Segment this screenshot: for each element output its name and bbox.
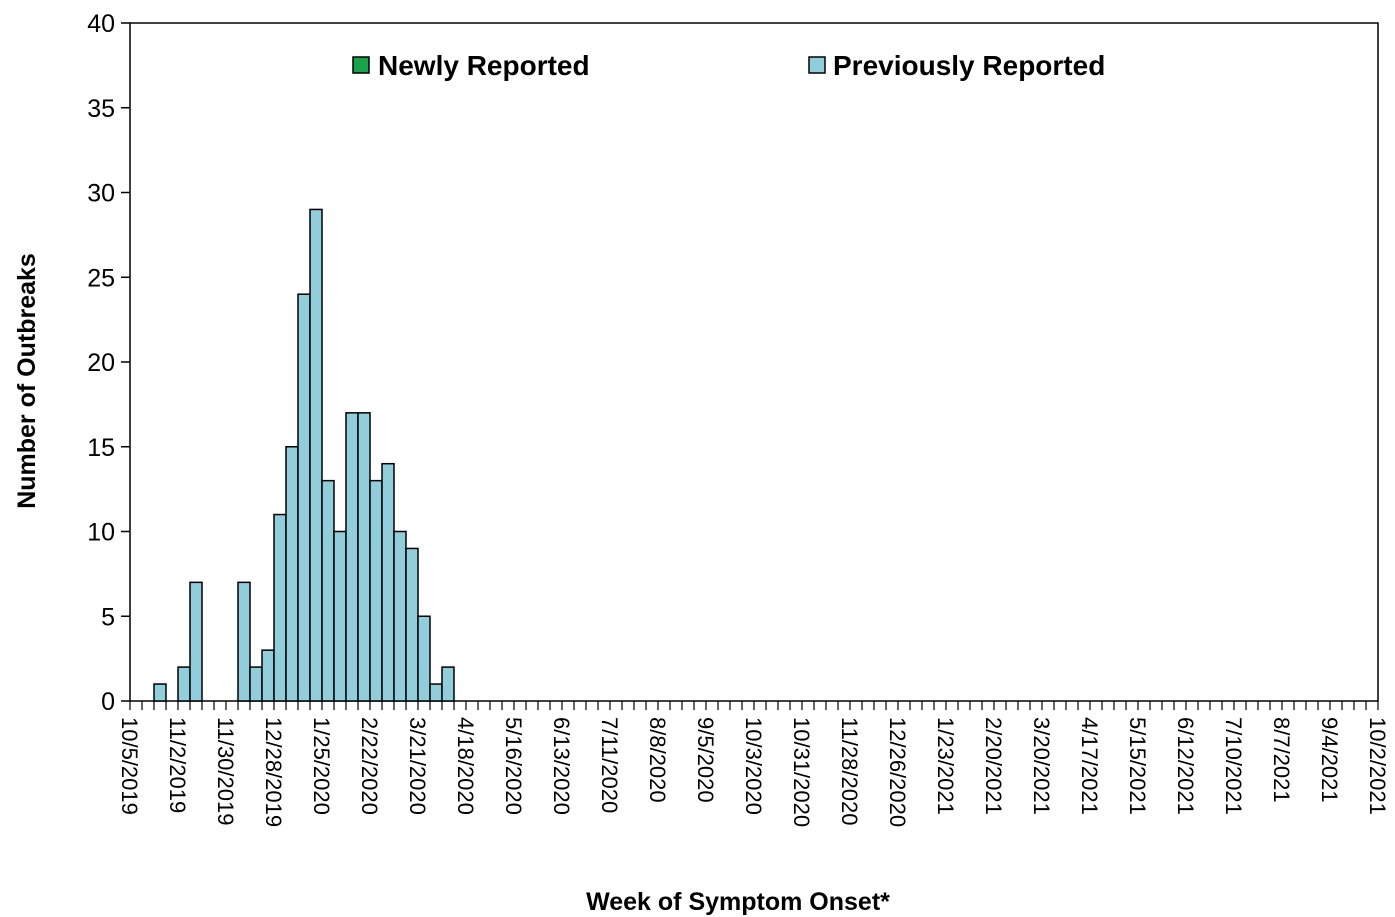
x-tick-label: 11/28/2020 (837, 717, 862, 825)
x-tick-label: 3/20/2021 (1029, 717, 1054, 815)
x-tick-label: 10/5/2019 (117, 717, 142, 815)
y-tick-label: 5 (101, 603, 115, 631)
y-tick-label: 20 (87, 349, 115, 377)
x-tick-label: 1/23/2021 (933, 717, 958, 815)
x-axis-title: Week of Symptom Onset* (586, 888, 890, 916)
bar-previously-reported (333, 530, 347, 702)
bar-previously-reported (345, 412, 359, 702)
x-tick-label: 7/10/2021 (1221, 717, 1246, 815)
bar-previously-reported (309, 208, 323, 702)
x-tick-label: 10/31/2020 (789, 717, 814, 827)
legend-label-newly-reported: Newly Reported (378, 50, 590, 81)
bar-previously-reported (381, 462, 395, 702)
y-tick-label: 25 (87, 264, 115, 292)
x-tick-label: 8/8/2020 (645, 717, 670, 803)
x-tick-label: 9/5/2020 (693, 717, 718, 803)
x-tick-label: 2/20/2021 (981, 717, 1006, 815)
y-tick-label: 35 (87, 95, 115, 123)
x-tick-label: 4/17/2021 (1077, 717, 1102, 815)
x-tick-label: 1/25/2020 (309, 717, 334, 815)
x-tick-label: 8/7/2021 (1269, 717, 1294, 803)
bar-previously-reported (417, 615, 431, 702)
bar-previously-reported (393, 530, 407, 702)
bar-previously-reported (321, 479, 335, 702)
x-tick-label: 4/18/2020 (453, 717, 478, 815)
bar-previously-reported (273, 513, 287, 702)
bar-previously-reported (285, 446, 299, 702)
bar-previously-reported (357, 412, 371, 702)
x-tick-label: 6/13/2020 (549, 717, 574, 815)
x-tick-label: 11/2/2019 (165, 717, 190, 813)
bar-previously-reported (441, 666, 455, 702)
bar-previously-reported (405, 547, 419, 702)
y-tick-label: 10 (87, 519, 115, 547)
bar-previously-reported (153, 683, 167, 702)
bar-previously-reported (189, 581, 203, 702)
x-tick-label: 2/22/2020 (357, 717, 382, 815)
bar-previously-reported (297, 293, 311, 702)
x-tick-label: 10/2/2021 (1365, 717, 1390, 815)
x-tick-label: 12/28/2019 (261, 717, 286, 827)
x-tick-label: 5/16/2020 (501, 717, 526, 815)
bar-previously-reported (237, 581, 251, 702)
legend: Newly Reported Previously Reported (352, 50, 1105, 81)
legend-swatch-newly-reported (352, 56, 370, 74)
y-tick-label: 40 (87, 10, 115, 38)
bar-previously-reported (369, 479, 383, 702)
y-axis-title: Number of Outbreaks (13, 253, 41, 509)
bar-previously-reported (249, 666, 263, 702)
y-tick-label: 30 (87, 180, 115, 208)
legend-swatch-previously-reported (808, 56, 826, 74)
bar-previously-reported (177, 666, 191, 702)
x-tick-label: 9/4/2021 (1317, 717, 1342, 803)
x-tick-label: 6/12/2021 (1173, 717, 1198, 815)
x-tick-label: 7/11/2020 (597, 717, 622, 813)
legend-label-previously-reported: Previously Reported (833, 50, 1105, 81)
bar-previously-reported (261, 649, 275, 702)
x-tick-label: 11/30/2019 (213, 717, 238, 825)
x-tick-label: 3/21/2020 (405, 717, 430, 815)
x-tick-label: 12/26/2020 (885, 717, 910, 827)
y-tick-label: 15 (87, 434, 115, 462)
bar-previously-reported (429, 683, 443, 702)
x-tick-label: 5/15/2021 (1125, 717, 1150, 815)
y-tick-label: 0 (101, 688, 115, 716)
x-tick-label: 10/3/2020 (741, 717, 766, 815)
